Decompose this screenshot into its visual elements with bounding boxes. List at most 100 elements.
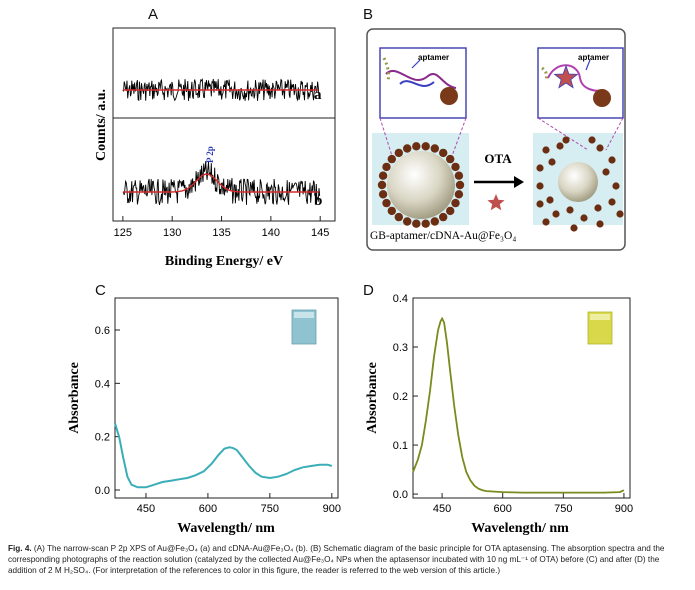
au-nanoparticle — [454, 190, 464, 199]
right-aptamer-inset — [537, 47, 624, 119]
au-nanoparticle — [378, 171, 388, 180]
xps-raw-line — [122, 77, 321, 102]
xps-x-tick-label: 140 — [262, 227, 280, 239]
au-nanoparticle — [446, 206, 455, 216]
au-nanoparticle — [439, 212, 448, 222]
xps-trace-a — [122, 77, 321, 102]
spectrum-after-chart: 450 600 750 900 0.0 0.1 0.2 0.3 0.4 Wavelength/ … — [365, 293, 633, 536]
spectrum-d-x-axis-title: Wavelength/ nm — [471, 521, 569, 536]
spectrum-x-tick-label: 750 — [261, 503, 279, 515]
au-nanoparticle — [439, 148, 448, 158]
right-aptamer-pointer — [585, 59, 591, 71]
series-label-b: b — [314, 193, 322, 209]
left-aptamer-inset — [379, 47, 467, 119]
au-nanoparticle — [542, 146, 550, 154]
spectrum-x-tick-label: 750 — [554, 503, 572, 515]
au-nanoparticle — [421, 219, 430, 228]
panel-letter-b: B — [363, 6, 374, 23]
left-magnetic-core — [387, 151, 455, 219]
right-aptamer-strand — [547, 64, 605, 92]
right-callout-line-2 — [605, 117, 624, 151]
au-nanoparticle — [570, 224, 578, 232]
spectrum-x-tick-label: 900 — [323, 503, 341, 515]
series-label-a: a — [314, 87, 322, 103]
xps-x-tick-label: 135 — [212, 227, 230, 239]
right-tether — [541, 66, 548, 81]
spectrum-d-ticks: 450 600 750 900 0.0 0.1 0.2 0.3 0.4 — [393, 293, 633, 515]
spectrum-c-ticks: 450 600 750 900 0.0 0.2 0.4 0.6 — [95, 325, 341, 515]
vial-photo-after-highlight — [590, 314, 610, 320]
au-nanoparticle — [546, 196, 554, 204]
xps-x-axis-title: Binding Energy/ eV — [165, 254, 283, 269]
au-nanoparticle — [387, 154, 396, 164]
right-released-nanoparticles — [536, 136, 624, 232]
left-bound-nanoparticles — [377, 142, 465, 228]
spectrum-y-tick-label: 0.1 — [393, 440, 408, 452]
caption-text: (A) The narrow-scan P 2p XPS of Au@Fe₃O₄… — [8, 544, 665, 575]
au-nanoparticle — [394, 148, 403, 158]
au-nanoparticle — [446, 154, 455, 164]
schematic: aptamer aptamer OTA GB-aptamer — [366, 28, 626, 251]
left-aptamer-pointer — [411, 59, 421, 69]
caption-lead: Fig. 4. — [8, 544, 32, 553]
right-au-nanoparticle — [593, 89, 611, 107]
spectrum-y-tick-label: 0.2 — [393, 391, 408, 403]
spectrum-y-tick-label: 0.0 — [95, 485, 110, 497]
spectrum-y-tick-label: 0.2 — [95, 432, 110, 444]
xps-x-tick-label: 125 — [114, 227, 132, 239]
au-nanoparticle — [403, 217, 412, 226]
au-nanoparticle — [454, 171, 464, 180]
xps-x-tick-label: 145 — [311, 227, 329, 239]
spectrum-c-curve — [114, 423, 333, 489]
spectrum-c-y-axis-title: Absorbance — [67, 362, 82, 434]
au-nanoparticle — [562, 136, 570, 144]
spectrum-y-tick-label: 0.3 — [393, 342, 408, 354]
au-nanoparticle — [455, 180, 465, 190]
spectrum-x-tick-label: 600 — [494, 503, 512, 515]
xps-trace-b — [122, 161, 321, 205]
au-nanoparticle — [596, 144, 604, 152]
left-cdna-strand — [399, 80, 435, 87]
xps-plot-frame — [112, 27, 336, 222]
spectrum-y-tick-label: 0.4 — [393, 293, 408, 305]
spectrum-d-curve — [412, 316, 625, 494]
ota-label: OTA — [484, 151, 512, 166]
ota-bound-star — [553, 64, 579, 89]
spectrum-d-y-axis-title: Absorbance — [365, 362, 380, 434]
panel-letter-d: D — [363, 282, 374, 299]
au-nanoparticle — [596, 220, 604, 228]
xps-raw-line — [122, 161, 321, 205]
spectrum-x-tick-label: 450 — [433, 503, 451, 515]
au-nanoparticle — [566, 206, 574, 214]
xps-fit-line — [122, 173, 319, 193]
spectrum-y-tick-label: 0.6 — [95, 325, 110, 337]
left-callout-line-2 — [451, 117, 467, 157]
right-magnetic-core — [558, 162, 598, 202]
au-nanoparticle — [588, 136, 596, 144]
au-nanoparticle — [612, 182, 620, 190]
spectrum-c-x-axis-title: Wavelength/ nm — [177, 521, 275, 536]
vial-photo-before-highlight — [294, 312, 314, 318]
au-nanoparticle — [430, 217, 439, 226]
au-nanoparticle — [548, 158, 556, 166]
spectrum-y-tick-label: 0.0 — [393, 489, 408, 501]
au-nanoparticle — [594, 204, 602, 212]
au-nanoparticle — [580, 214, 588, 222]
au-nanoparticle — [377, 180, 387, 190]
au-nanoparticle — [616, 210, 624, 218]
spectrum-x-tick-label: 900 — [615, 503, 633, 515]
au-nanoparticle — [387, 206, 396, 216]
spectrum-x-tick-label: 600 — [199, 503, 217, 515]
left-callout-line-1 — [379, 117, 393, 157]
panel-letter-a: A — [148, 6, 159, 23]
right-aptamer-label: aptamer — [578, 53, 609, 62]
au-nanoparticle — [403, 144, 412, 153]
left-aptamer-label: aptamer — [418, 53, 449, 62]
au-nanoparticle — [412, 219, 421, 228]
peak-label-p2p: P 2p — [205, 146, 215, 163]
au-nanoparticle — [556, 142, 564, 150]
spectrum-x-tick-label: 450 — [137, 503, 155, 515]
left-au-nanoparticle — [440, 87, 458, 105]
